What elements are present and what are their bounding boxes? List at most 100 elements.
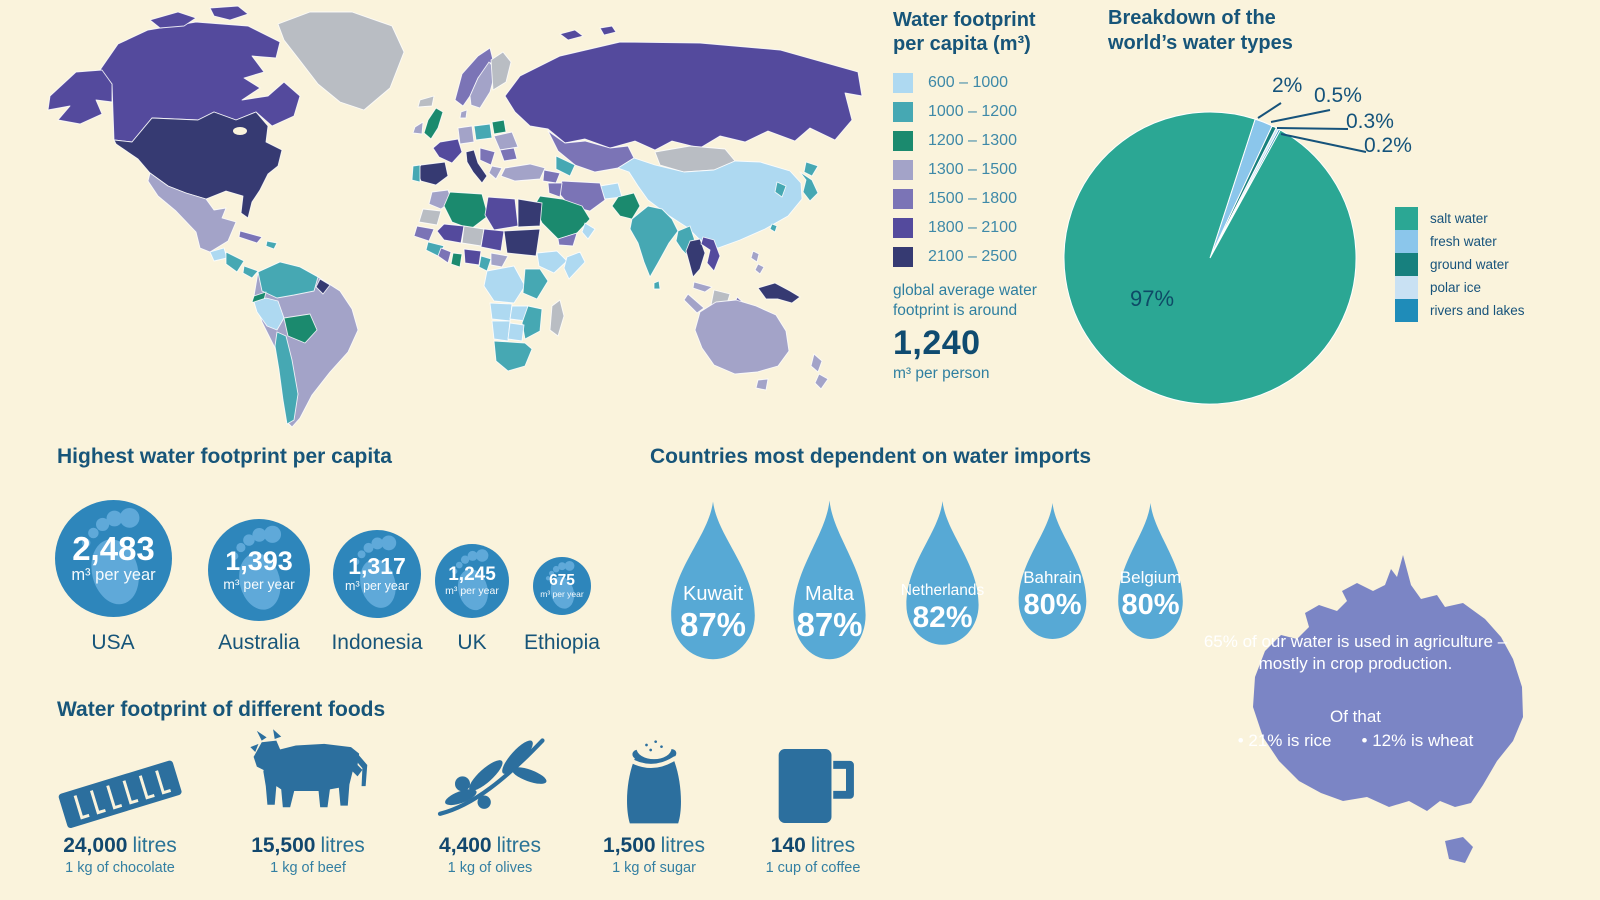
pie-label-rivers-lakes: 0.2% (1364, 134, 1412, 157)
country-cameroon (478, 255, 492, 272)
country-mexico (147, 172, 237, 253)
country-ireland (412, 121, 424, 135)
food-value: 1,500 (603, 834, 656, 857)
country-italy (465, 149, 488, 184)
country-turkmenistan (542, 169, 561, 184)
pie-legend-row: salt water (1395, 207, 1525, 230)
footprint-value-block: 1,317 m³ per year (333, 530, 421, 618)
country-thailand (685, 238, 706, 278)
food-unit: litres (496, 834, 541, 857)
legend-row: 1300 – 1500 (893, 159, 1073, 180)
country-philippines (754, 263, 765, 275)
drop-country: Kuwait (682, 583, 744, 605)
country-philippines (750, 250, 760, 263)
arctic-islands (559, 29, 584, 41)
country-somalia (563, 251, 586, 280)
arctic-islands (599, 25, 617, 36)
country-libya (484, 196, 519, 231)
food-value: 140 (770, 834, 806, 857)
country-algeria (443, 191, 489, 230)
drop-percent: 82% (912, 601, 973, 634)
drop-country: Malta (805, 583, 854, 605)
footprint-unit: m³ per year (345, 578, 409, 593)
legend-range-label: 1800 – 2100 (928, 218, 1017, 236)
legend-row: 1200 – 1300 (893, 130, 1073, 151)
pie-legend-row: ground water (1395, 253, 1525, 276)
country-vietnam (700, 236, 721, 272)
pie-legend-swatch (1395, 253, 1418, 276)
water-drop-icon (1018, 502, 1087, 640)
region-balkans (479, 147, 496, 166)
legend-row: 1800 – 2100 (893, 217, 1073, 238)
country-spain (415, 161, 449, 186)
food-unit: litres (660, 834, 705, 857)
foods-heading: Water footprint of different foods (57, 698, 386, 721)
food-value: 4,400 (439, 834, 492, 857)
footprint-circle-indonesia: 1,317 m³ per year (333, 530, 421, 618)
country-turkey (500, 163, 546, 182)
food-value-line: 140 litres (728, 834, 898, 858)
drop-percent: 80% (1121, 589, 1180, 621)
arctic-islands (149, 11, 197, 29)
world-choropleth-map (47, 5, 863, 428)
drop-country: Netherlands (900, 582, 985, 599)
footprint-value-block: 675 m³ per year (533, 557, 591, 615)
food-item-beef: 15,500 litres 1 kg of beef (223, 720, 393, 890)
food-item-chocolate: 24,000 litres 1 kg of chocolate (35, 720, 205, 890)
food-unit: litres (320, 834, 365, 857)
great-lakes (233, 127, 247, 135)
pie-legend: salt water fresh water ground water pola… (1395, 207, 1525, 322)
australia-fact-text: 65% of our water is used in agriculture … (1203, 632, 1508, 674)
legend-range-label: 600 – 1000 (928, 73, 1009, 91)
legend-range-label: 1000 – 1200 (928, 102, 1017, 120)
country-senegal (413, 225, 435, 242)
country-guyana (315, 278, 331, 295)
country-central-african-republic (490, 252, 509, 268)
country-belarus (491, 119, 507, 135)
legend-row: 2100 – 2500 (893, 246, 1073, 267)
pie-legend-row: polar ice (1395, 276, 1525, 299)
country-finland (490, 51, 512, 91)
country-uzbekistan (555, 155, 576, 177)
country-new-zealand (814, 373, 829, 390)
country-angola (489, 302, 513, 322)
footprint-value: 1,393 (225, 546, 293, 577)
pie-label-salt-water: 97% (1130, 286, 1175, 311)
country-yemen (557, 232, 578, 247)
legend-swatch (893, 159, 913, 180)
map-legend-title: Water footprint per capita (m³) (893, 9, 1036, 56)
legend-range-label: 1500 – 1800 (928, 189, 1017, 207)
footprint-country-uk: UK (457, 631, 487, 654)
arctic-islands (209, 5, 249, 21)
pie-label-polar-ice: 0.3% (1346, 110, 1394, 133)
highest-footprint-heading: Highest water footprint per capita (57, 445, 392, 468)
country-oman (581, 222, 596, 240)
legend-range-label: 1300 – 1500 (928, 160, 1017, 178)
pie-label-ground-water: 0.5% (1314, 84, 1362, 107)
legend-swatch (893, 130, 913, 151)
country-portugal (411, 164, 421, 183)
food-value: 15,500 (251, 834, 316, 857)
food-caption: 1 kg of sugar (612, 860, 696, 876)
water-drop-bahrain: Bahrain 80% (1008, 500, 1097, 644)
country-romania (499, 147, 518, 162)
pie-legend-label: polar ice (1430, 280, 1482, 295)
pie-slice-salt-water (1063, 111, 1357, 405)
country-ukraine (493, 131, 519, 151)
country-cuba (238, 230, 263, 244)
water-imports-heading: Countries most dependent on water import… (650, 445, 1092, 468)
pie-chart-title: Breakdown of the world’s water types (1108, 7, 1293, 54)
country-greece (488, 165, 503, 180)
country-new-zealand (810, 353, 823, 373)
country-namibia (491, 320, 511, 342)
country-mauritania (418, 208, 442, 226)
pie-legend-swatch (1395, 299, 1418, 322)
pie-legend-row: fresh water (1395, 230, 1525, 253)
water-drop-icon (671, 501, 755, 660)
country-colombia-venezuela (257, 261, 319, 299)
footprint-value: 1,245 (448, 564, 496, 586)
map-legend: Water footprint per capita (m³) 600 – 10… (893, 8, 1073, 383)
country-germany (457, 125, 475, 145)
legend-row: 1500 – 1800 (893, 188, 1073, 209)
legend-range-label: 2100 – 2500 (928, 247, 1017, 265)
